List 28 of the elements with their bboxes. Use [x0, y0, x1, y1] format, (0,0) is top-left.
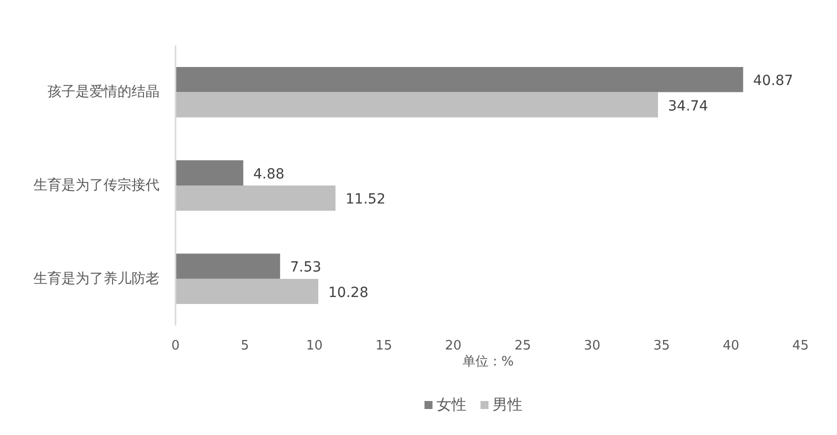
y-tick-label: 生育是为了传宗接代: [34, 176, 160, 194]
bar: [176, 254, 280, 279]
data-label: 4.88: [253, 166, 284, 182]
x-tick-label: 35: [653, 338, 670, 354]
x-axis-title: 单位：%: [462, 354, 514, 370]
bar: [176, 92, 658, 118]
x-tick-label: 5: [240, 338, 250, 354]
x-tick-label: 25: [514, 338, 531, 354]
x-tick-label: 45: [792, 338, 809, 354]
x-tick-label: 15: [376, 338, 392, 354]
x-tick-label: 40: [722, 338, 740, 354]
x-tick-label: 0: [171, 338, 180, 354]
bar: [176, 160, 244, 186]
x-tick-label: 10: [306, 338, 323, 354]
bar: [176, 186, 336, 211]
data-label: 34.74: [668, 98, 708, 114]
legend-label: 男性: [492, 395, 522, 414]
x-tick-label: 30: [584, 338, 600, 354]
bar: [176, 66, 744, 92]
y-tick-label: 生育是为了养儿防老: [34, 270, 160, 287]
y-tick-label: 孩子是爱情的结晶: [48, 84, 160, 100]
bar: [176, 278, 318, 304]
x-tick-label: 20: [445, 338, 462, 354]
data-label: 10.28: [328, 284, 368, 301]
data-label: 7.53: [290, 260, 322, 276]
data-label: 40.87: [753, 73, 794, 90]
data-label: 11.52: [346, 192, 386, 208]
legend-label: 女性: [436, 395, 466, 414]
